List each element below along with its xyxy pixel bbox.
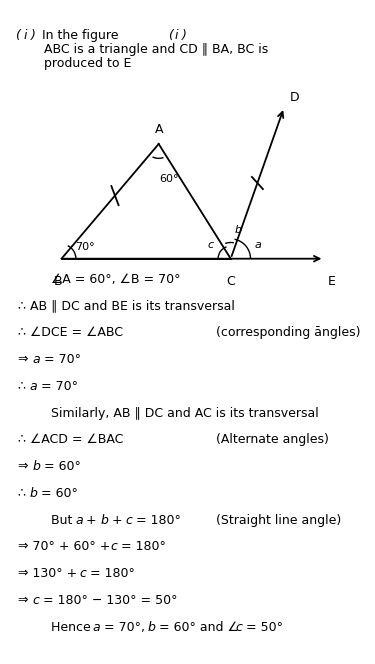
Text: 70°: 70° — [75, 242, 95, 252]
Text: i: i — [24, 29, 27, 42]
Text: Hence: Hence — [51, 621, 94, 633]
Text: = 60°: = 60° — [40, 460, 81, 473]
Text: ∴: ∴ — [18, 380, 30, 393]
Text: ⇒: ⇒ — [18, 460, 33, 473]
Text: c: c — [32, 594, 39, 607]
Text: c: c — [79, 567, 86, 580]
Text: ∴ ∠DCE = ∠ABC: ∴ ∠DCE = ∠ABC — [18, 326, 123, 339]
Text: = 60° and ∠: = 60° and ∠ — [154, 621, 238, 633]
Text: = 70°: = 70° — [37, 380, 78, 393]
Text: +: + — [82, 514, 101, 527]
Text: = 180°: = 180° — [132, 514, 181, 527]
Text: = 70°,: = 70°, — [100, 621, 149, 633]
Text: = 180°: = 180° — [117, 540, 166, 553]
Text: = 180°: = 180° — [86, 567, 135, 580]
Text: ): ) — [31, 29, 36, 42]
Text: But: But — [51, 514, 76, 527]
Text: = 60°: = 60° — [38, 487, 78, 500]
Text: c: c — [235, 621, 242, 633]
Text: (Straight line angle): (Straight line angle) — [216, 514, 342, 527]
Text: = 70°: = 70° — [39, 353, 81, 366]
Text: D: D — [290, 91, 300, 104]
Text: c: c — [126, 514, 133, 527]
Text: +: + — [108, 514, 126, 527]
Text: (: ( — [168, 29, 172, 42]
Text: a: a — [254, 240, 261, 250]
Text: ∠A = 60°, ∠B = 70°: ∠A = 60°, ∠B = 70° — [51, 273, 180, 286]
Text: Similarly, AB ∥ DC and AC is its transversal: Similarly, AB ∥ DC and AC is its transve… — [51, 406, 318, 420]
Text: In the figure: In the figure — [38, 29, 123, 42]
Text: C: C — [226, 275, 235, 288]
Text: ⇒: ⇒ — [18, 353, 33, 366]
Text: ⇒ 70° + 60° +: ⇒ 70° + 60° + — [18, 540, 115, 553]
Text: B: B — [54, 275, 62, 288]
Text: c: c — [111, 540, 118, 553]
Text: (corresponding āngles): (corresponding āngles) — [216, 326, 361, 339]
Text: (Alternate angles): (Alternate angles) — [216, 434, 329, 446]
Text: = 50°: = 50° — [242, 621, 283, 633]
Text: b: b — [32, 460, 40, 473]
Text: a: a — [93, 621, 100, 633]
Text: b: b — [234, 225, 242, 235]
Text: produced to E: produced to E — [44, 57, 131, 70]
Text: a: a — [30, 380, 38, 393]
Text: (: ( — [15, 29, 20, 42]
Text: a: a — [32, 353, 40, 366]
Text: ⇒: ⇒ — [18, 594, 33, 607]
Text: i: i — [175, 29, 178, 42]
Text: = 180° − 130° = 50°: = 180° − 130° = 50° — [39, 594, 177, 607]
Text: c: c — [208, 240, 214, 250]
Text: ∴ AB ∥ DC and BE is its transversal: ∴ AB ∥ DC and BE is its transversal — [18, 299, 235, 313]
Text: ∴ ∠ACD = ∠BAC: ∴ ∠ACD = ∠BAC — [18, 434, 124, 446]
Text: 60°: 60° — [160, 174, 179, 184]
Text: E: E — [328, 275, 335, 288]
Text: ): ) — [182, 29, 187, 42]
Text: a: a — [75, 514, 82, 527]
Text: b: b — [30, 487, 38, 500]
Text: b: b — [147, 621, 155, 633]
Text: A: A — [154, 124, 163, 136]
Text: ∴: ∴ — [18, 487, 30, 500]
Text: ⇒ 130° +: ⇒ 130° + — [18, 567, 81, 580]
Text: b: b — [100, 514, 108, 527]
Text: ABC is a triangle and CD ∥ BA, BC is: ABC is a triangle and CD ∥ BA, BC is — [44, 43, 268, 56]
